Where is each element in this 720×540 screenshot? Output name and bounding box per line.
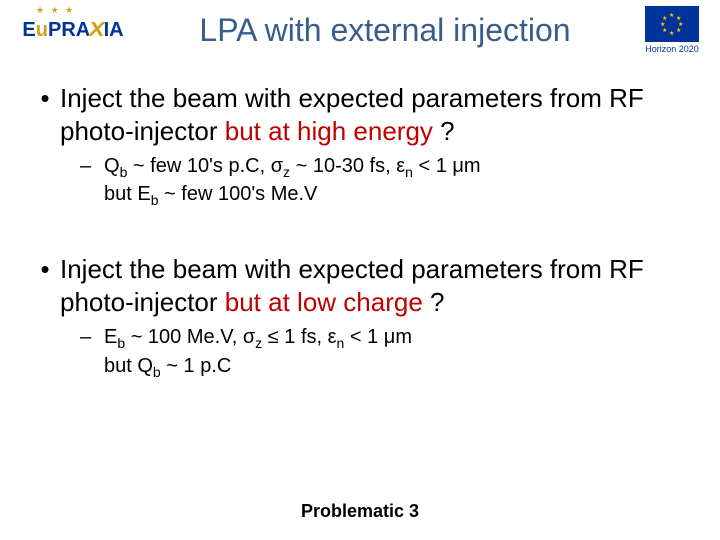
slide-content: • Inject the beam with expected paramete… [0,60,720,381]
t: Q [104,155,120,177]
bullet-text-highlight: but at high energy [225,116,433,146]
sub: b [151,192,159,208]
bullet-text-highlight: but at low charge [225,287,423,317]
logo-part: X [89,19,105,42]
t: but Q [104,355,153,377]
bullet-2-text: Inject the beam with expected parameters… [60,253,690,318]
sub: n [405,164,413,180]
horizon-caption: Horizon 2020 [632,44,712,54]
t: ~ 10-30 fs, ε [290,155,405,177]
bullet-dot-icon: • [30,82,60,147]
logo-part: PRA [48,19,90,41]
slide-footer: Problematic 3 [0,501,720,522]
logo-part: IA [104,19,124,41]
t: < 1 μm [413,155,481,177]
sub-bullet-1: – Qb ~ few 10's p.C, σz ~ 10-30 fs, εn <… [80,153,690,209]
dash-icon: – [80,153,104,209]
bullet-text-tail: ? [423,287,445,317]
t: < 1 μm [344,326,412,348]
eu-logo-block: ★ ★ ★ ★ ★ ★ ★ ★ Horizon 2020 [632,6,712,54]
t: E [104,326,117,348]
sub-bullet-2-text: Eb ~ 100 Me.V, σz ≤ 1 fs, εn < 1 μm but … [104,324,412,380]
bullet-1: • Inject the beam with expected paramete… [30,82,690,147]
sub: b [153,364,161,380]
slide-title: LPA with external injection [138,12,632,49]
t: ≤ 1 fs, ε [262,326,336,348]
bullet-1-text: Inject the beam with expected parameters… [60,82,690,147]
t: but E [104,183,151,205]
t: ~ few 100's Me.V [159,183,318,205]
bullet-text-tail: ? [433,116,455,146]
bullet-2: • Inject the beam with expected paramete… [30,253,690,318]
logo-part: E [22,19,35,41]
sub: b [117,335,125,351]
slide-header: ★ ★ ★ EuPRAXIA LPA with external injecti… [0,0,720,60]
logo-part: u [36,19,48,41]
logo-text: EuPRAXIA [22,19,123,42]
t: ~ 100 Me.V, σ [125,326,255,348]
logo-stars: ★ ★ ★ [36,5,75,16]
t: ~ 1 p.C [161,355,232,377]
bullet-dot-icon: • [30,253,60,318]
sub: z [283,164,290,180]
t: ~ few 10's p.C, σ [127,155,283,177]
sub-bullet-1-text: Qb ~ few 10's p.C, σz ~ 10-30 fs, εn < 1… [104,153,481,209]
sub-bullet-2: – Eb ~ 100 Me.V, σz ≤ 1 fs, εn < 1 μm bu… [80,324,690,380]
dash-icon: – [80,324,104,380]
eupraxia-logo: ★ ★ ★ EuPRAXIA [8,5,138,55]
eu-flag-icon: ★ ★ ★ ★ ★ ★ ★ ★ [645,6,699,42]
